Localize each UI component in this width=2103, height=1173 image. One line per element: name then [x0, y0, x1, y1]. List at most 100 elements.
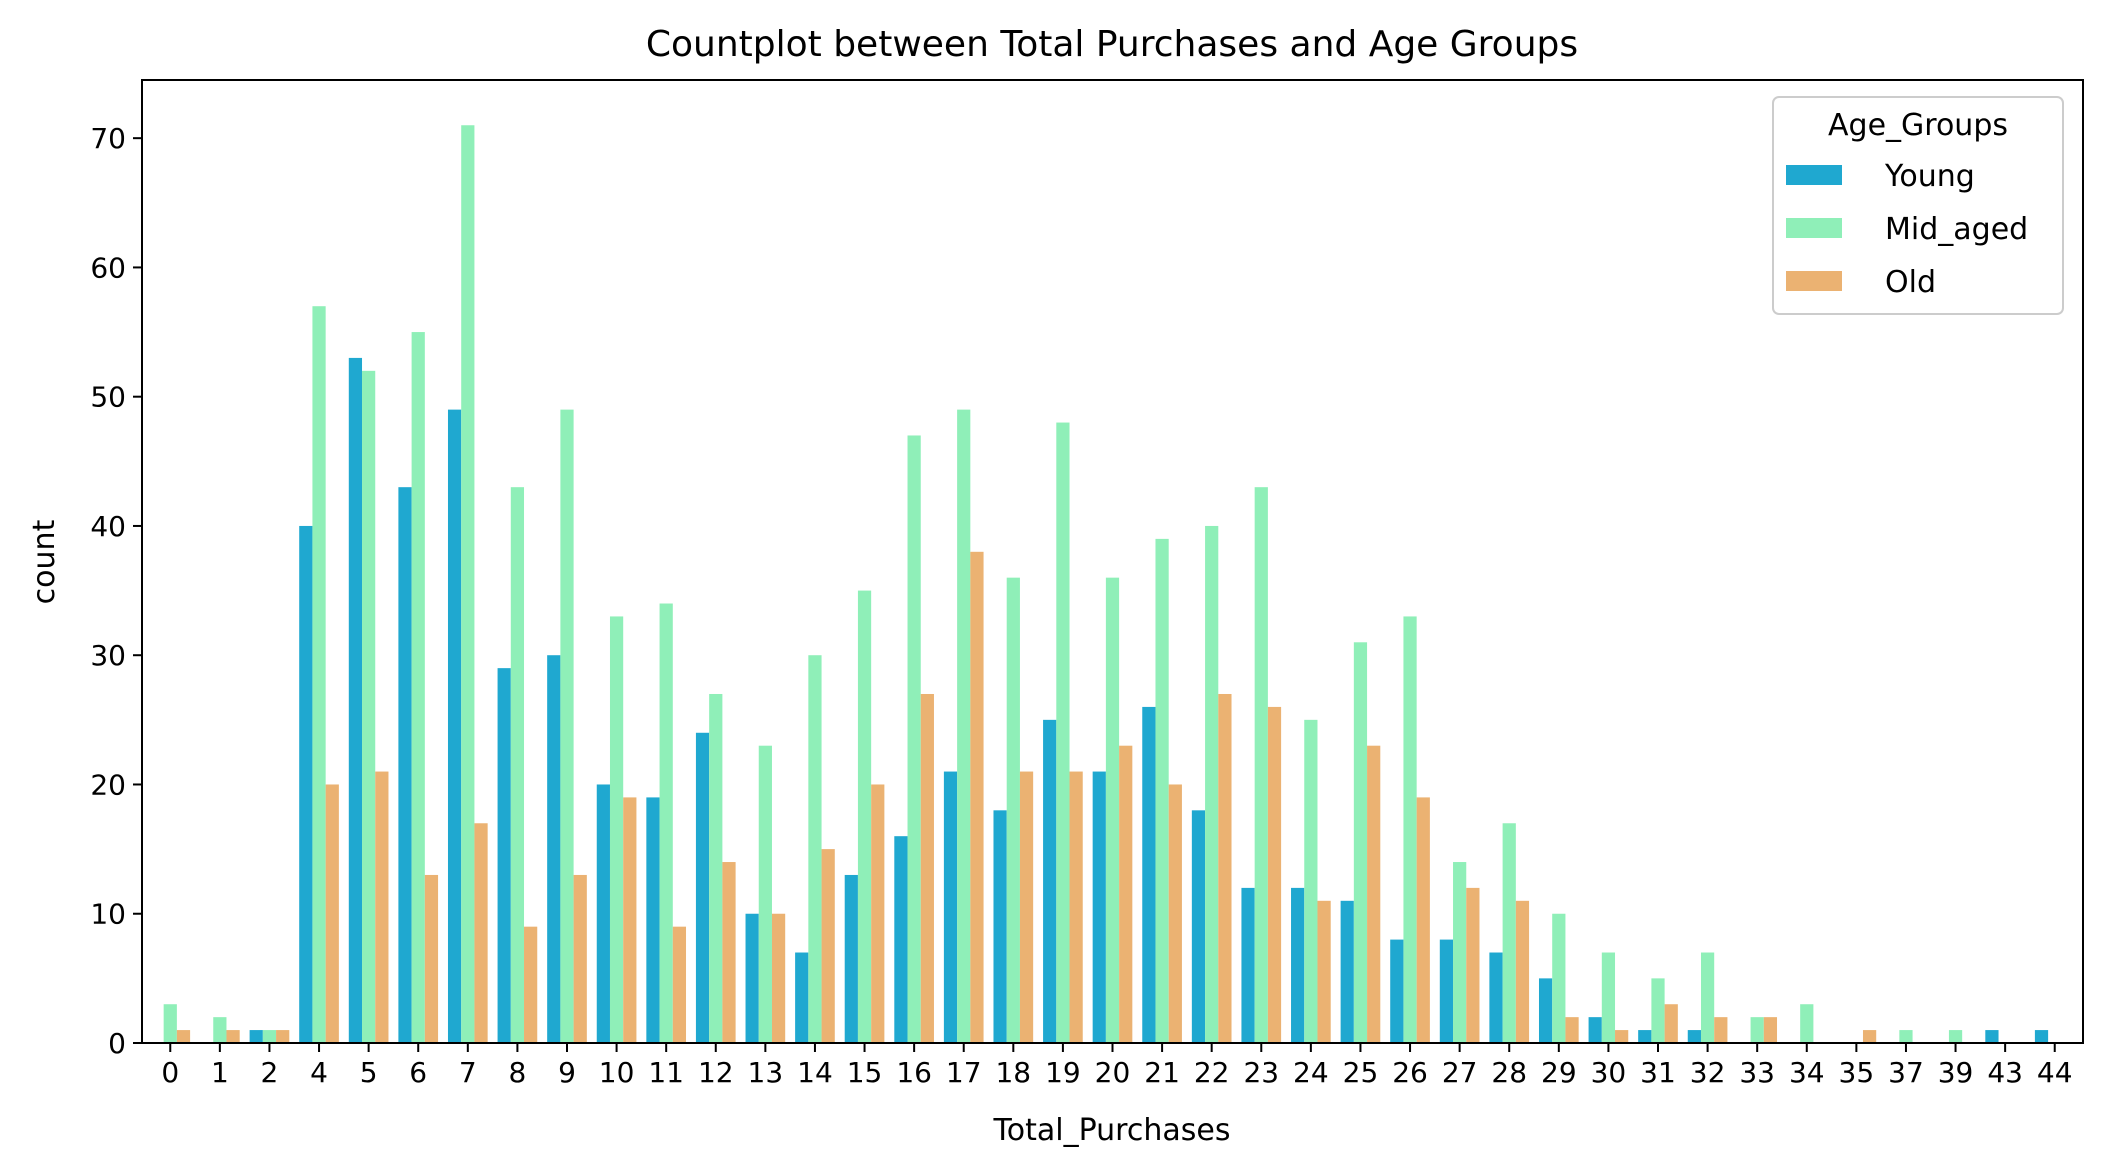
- x-tick-label: 0: [161, 1056, 179, 1089]
- bar-mid_aged-30: [1601, 952, 1616, 1043]
- y-tick-label: 50: [90, 381, 126, 414]
- bar-old-14: [821, 849, 835, 1043]
- x-tick-label: 5: [360, 1056, 378, 1089]
- bar-mid_aged-23: [1254, 487, 1268, 1043]
- bar-young-32: [1687, 1030, 1701, 1043]
- x-tick-label: 29: [1541, 1056, 1577, 1089]
- x-tick-label: 26: [1392, 1056, 1428, 1089]
- bar-young-13: [745, 913, 759, 1043]
- x-tick-label: 37: [1888, 1056, 1924, 1089]
- legend-label-old: Old: [1885, 265, 1936, 300]
- y-tick-label: 20: [90, 768, 126, 801]
- x-tick-label: 44: [2037, 1056, 2073, 1089]
- x-tick-label: 20: [1095, 1056, 1131, 1089]
- y-tick-label: 30: [90, 639, 126, 672]
- bar-young-17: [943, 771, 958, 1043]
- bar-old-1: [226, 1030, 240, 1043]
- bar-young-5: [348, 357, 363, 1044]
- bar-mid_aged-17: [957, 409, 971, 1044]
- bar-old-30: [1615, 1030, 1629, 1043]
- bar-mid_aged-9: [560, 409, 574, 1044]
- bar-mid_aged-7: [461, 125, 475, 1044]
- bar-young-30: [1588, 1017, 1602, 1043]
- bar-old-4: [325, 784, 339, 1043]
- bar-old-15: [871, 784, 885, 1043]
- bar-mid_aged-16: [907, 435, 921, 1043]
- bar-mid_aged-6: [411, 332, 425, 1043]
- bar-old-18: [1019, 771, 1034, 1043]
- x-tick-label: 4: [310, 1056, 328, 1089]
- bar-old-8: [524, 926, 538, 1043]
- bar-young-16: [894, 836, 908, 1043]
- bar-old-23: [1267, 706, 1282, 1043]
- bar-young-12: [695, 732, 710, 1043]
- bar-mid_aged-21: [1155, 538, 1169, 1043]
- bar-old-13: [771, 913, 786, 1043]
- bar-mid_aged-22: [1205, 525, 1219, 1043]
- x-tick-label: 32: [1690, 1056, 1726, 1089]
- bar-young-44: [2034, 1030, 2049, 1043]
- bar-mid_aged-34: [1800, 1004, 1814, 1043]
- legend-label-young: Young: [1884, 159, 1975, 194]
- bar-young-15: [844, 874, 858, 1043]
- bar-young-24: [1291, 887, 1305, 1043]
- bar-young-21: [1142, 706, 1156, 1043]
- bar-young-7: [447, 409, 462, 1044]
- x-tick-label: 2: [261, 1056, 279, 1089]
- x-tick-label: 9: [558, 1056, 576, 1089]
- bar-old-19: [1069, 771, 1083, 1043]
- bar-mid_aged-37: [1899, 1030, 1913, 1043]
- bar-mid_aged-10: [609, 616, 624, 1043]
- bar-old-11: [672, 926, 687, 1043]
- bar-old-26: [1416, 797, 1430, 1043]
- bar-young-22: [1191, 810, 1206, 1043]
- x-tick-label: 24: [1293, 1056, 1329, 1089]
- bar-young-6: [398, 487, 412, 1043]
- bar-mid_aged-19: [1056, 422, 1070, 1044]
- bar-old-16: [920, 693, 934, 1043]
- bar-mid_aged-39: [1948, 1030, 1963, 1043]
- bar-young-9: [547, 655, 561, 1043]
- x-tick-label: 22: [1194, 1056, 1230, 1089]
- bar-group: [163, 125, 2049, 1044]
- bar-young-20: [1092, 771, 1106, 1043]
- x-tick-label: 1: [211, 1056, 229, 1089]
- bar-young-8: [497, 668, 511, 1043]
- x-tick-label: 12: [698, 1056, 734, 1089]
- bar-old-32: [1714, 1017, 1728, 1043]
- bar-old-28: [1515, 900, 1530, 1043]
- bar-young-2: [249, 1030, 263, 1043]
- bar-mid_aged-31: [1651, 978, 1665, 1043]
- bar-young-25: [1340, 900, 1354, 1043]
- bar-young-14: [795, 952, 809, 1043]
- x-tick-label: 6: [409, 1056, 427, 1089]
- bar-mid_aged-4: [312, 306, 326, 1043]
- bar-mid_aged-27: [1453, 862, 1467, 1043]
- x-tick-label: 43: [1987, 1056, 2023, 1089]
- x-tick-label: 10: [599, 1056, 635, 1089]
- bar-mid_aged-1: [213, 1017, 227, 1043]
- x-tick-label: 13: [748, 1056, 784, 1089]
- x-tick-label: 8: [508, 1056, 526, 1089]
- x-axis-ticks: 0 1 2 4 5 6 7 8 9 10 11 12 13 14 15 16 17 18 19 20 21 22 23 24 2…: [161, 1043, 2073, 1089]
- bar-old-31: [1664, 1004, 1678, 1043]
- chart-title: Countplot between Total Purchases and Ag…: [646, 24, 1578, 65]
- y-tick-label: 70: [90, 122, 126, 155]
- bar-old-2: [276, 1030, 290, 1043]
- y-axis-label: count: [27, 519, 62, 604]
- bar-mid_aged-20: [1105, 577, 1120, 1043]
- x-axis-label: Total_Purchases: [993, 1113, 1231, 1148]
- bar-old-0: [176, 1030, 191, 1043]
- x-tick-label: 31: [1640, 1056, 1676, 1089]
- x-tick-label: 11: [648, 1056, 684, 1089]
- bar-old-20: [1119, 745, 1133, 1043]
- bar-old-17: [970, 551, 984, 1043]
- bar-mid_aged-25: [1353, 642, 1368, 1043]
- y-tick-label: 60: [90, 251, 126, 284]
- bar-old-10: [623, 797, 637, 1043]
- legend-swatch-mid_aged: [1786, 218, 1842, 238]
- bar-mid_aged-32: [1700, 952, 1715, 1043]
- legend-swatch-young: [1786, 165, 1842, 185]
- x-tick-label: 16: [896, 1056, 932, 1089]
